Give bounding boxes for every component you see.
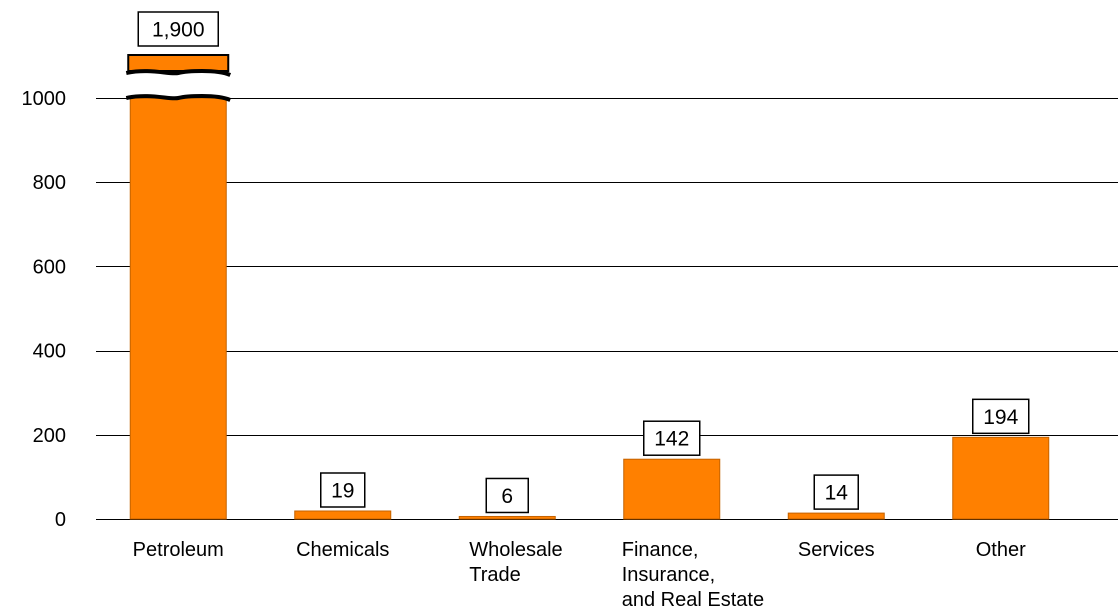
y-tick-label: 600: [33, 256, 66, 278]
data-labels: 1,900 19 6 142 14 194: [137, 11, 1030, 514]
category-label-line: Trade: [469, 564, 521, 586]
category-label-line: and Real Estate: [622, 589, 764, 611]
y-axis-tick-labels: 0 200 400 600 800 1000: [22, 88, 67, 531]
category-label-line: Other: [976, 539, 1026, 561]
data-label: 19: [331, 480, 354, 503]
category-label-line: Chemicals: [296, 539, 389, 561]
y-tick-label: 1000: [22, 88, 67, 110]
category-label: Services: [798, 539, 875, 561]
data-label: 1,900: [152, 19, 205, 42]
data-label-box: [320, 472, 366, 508]
category-label-line: Finance,: [622, 539, 699, 561]
bar-break-mark: [125, 69, 232, 77]
category-label: Finance, Insurance, and Real Estate: [622, 539, 764, 611]
category-label-line: Petroleum: [133, 539, 224, 561]
bar-break-top: [127, 54, 230, 72]
data-label-box: [813, 474, 859, 510]
category-label: Chemicals: [296, 539, 389, 561]
data-label-box: [485, 477, 529, 514]
bar: [787, 512, 885, 520]
data-label: 14: [825, 482, 849, 505]
bar: [129, 97, 227, 520]
category-label: Wholesale Trade: [469, 539, 562, 586]
bars: [125, 54, 1050, 520]
category-label-line: Insurance,: [622, 564, 715, 586]
data-label-box: [643, 420, 701, 456]
y-tick-label: 400: [33, 341, 66, 363]
category-label: Petroleum: [133, 539, 224, 561]
data-label-box: [137, 11, 219, 47]
y-tick-label: 200: [33, 425, 66, 447]
bar: [623, 458, 721, 520]
y-tick-label: 800: [33, 172, 66, 194]
bar: [458, 515, 556, 520]
bar-break-mark: [125, 94, 232, 102]
data-label: 194: [983, 406, 1018, 429]
category-label-line: Services: [798, 539, 875, 561]
category-labels: Petroleum Chemicals Wholesale Trade Finance,…: [133, 539, 1026, 611]
data-label: 142: [654, 428, 689, 451]
category-label-line: Wholesale: [469, 539, 562, 561]
category-label: Other: [976, 539, 1026, 561]
bar: [294, 510, 392, 520]
data-label: 6: [501, 485, 513, 508]
bar-break-gap: [125, 72, 232, 98]
data-label-box: [972, 398, 1030, 435]
y-tick-label: 0: [55, 509, 66, 531]
bar: [952, 436, 1050, 520]
gridlines: [96, 98, 1118, 520]
